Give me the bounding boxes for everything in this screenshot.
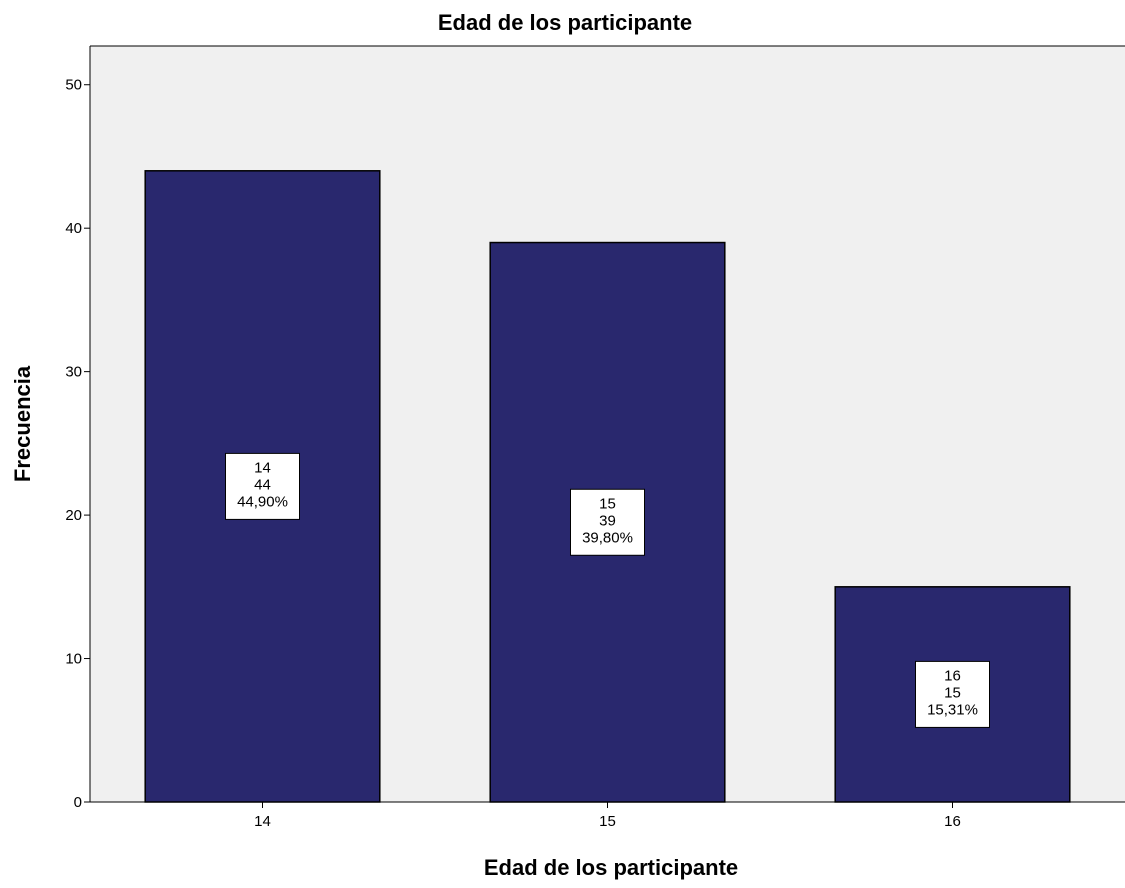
y-tick-label: 20: [65, 507, 82, 524]
data-label-value: 39: [599, 512, 616, 529]
x-axis: 14 15 16: [90, 801, 1125, 830]
data-label-category: 16: [944, 667, 961, 684]
y-tick-label: 40: [65, 220, 82, 237]
data-label-box: [225, 452, 300, 520]
data-label-box: [915, 660, 990, 728]
data-label-box: [570, 488, 645, 556]
y-axis-label: Frecuencia: [10, 365, 35, 482]
y-tick-label: 0: [74, 794, 82, 811]
x-tick-label: 15: [599, 813, 616, 830]
data-label-value: 44: [254, 476, 271, 493]
y-tick-label: 10: [65, 651, 82, 668]
y-tick-label: 30: [65, 364, 82, 381]
chart-title: Edad de los participante: [438, 10, 692, 35]
data-label-percent: 44,90%: [237, 493, 288, 510]
x-tick-label: 14: [254, 813, 271, 830]
y-tick-label: 50: [65, 77, 82, 94]
data-label-percent: 39,80%: [582, 529, 633, 546]
data-label-value: 15: [944, 684, 961, 701]
data-label-category: 15: [599, 495, 616, 512]
x-tick-label: 16: [944, 813, 961, 830]
data-label-percent: 15,31%: [927, 701, 978, 718]
y-axis: 0 10 20 30 40 50: [65, 46, 91, 811]
x-axis-label: Edad de los participante: [484, 855, 738, 880]
data-label-category: 14: [254, 459, 271, 476]
